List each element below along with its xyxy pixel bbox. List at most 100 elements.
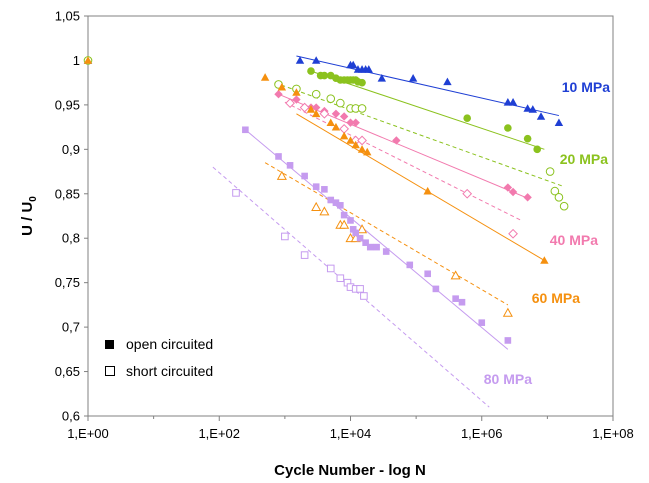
data-point-diamond [339, 112, 349, 121]
data-point-triangle [319, 206, 330, 216]
data-point-diamond [299, 102, 310, 113]
data-point-square [347, 217, 354, 224]
data-point-square [478, 319, 486, 326]
data-point-triangle [536, 112, 546, 120]
data-point-diamond [508, 187, 518, 197]
y-tick-label: 1,05 [55, 9, 80, 24]
data-point-circle [523, 134, 532, 143]
series-label: 10 MPa [562, 79, 610, 95]
legend-label-short-circuited: short circuited [126, 363, 213, 379]
data-point-square [349, 226, 357, 233]
data-point-square [332, 199, 340, 206]
data-point-square [356, 234, 364, 242]
data-point-triangle [357, 224, 368, 234]
x-tick-label: 1,E+06 [461, 426, 503, 441]
data-point-triangle [292, 88, 301, 96]
data-point-triangle [295, 56, 305, 64]
data-point-square [356, 285, 364, 293]
plot-area-border [87, 15, 614, 417]
data-point-square [352, 229, 359, 237]
x-tick-label: 1,E+02 [198, 426, 240, 441]
data-point-triangle [346, 136, 355, 144]
data-point-circle [504, 124, 512, 132]
x-tick-label: 1,E+08 [592, 426, 634, 441]
legend-marker-short-circuited [105, 366, 115, 376]
data-point-triangle [326, 118, 335, 127]
data-point-triangle [523, 104, 532, 112]
data-point-square [432, 285, 440, 293]
data-point-triangle [364, 65, 373, 73]
data-point-circle [307, 67, 315, 75]
data-point-circle [311, 89, 321, 99]
series-label: 40 MPa [550, 232, 598, 248]
data-point-circle [554, 193, 564, 202]
data-point-diamond [331, 109, 341, 118]
legend-label-open-circuited: open circuited [126, 336, 213, 352]
data-point-square [360, 292, 368, 300]
y-tick-label: 0,75 [55, 275, 80, 290]
y-tick-label: 0,65 [55, 364, 80, 379]
data-point-circle [550, 186, 560, 196]
y-tick-label: 0,95 [55, 97, 80, 112]
data-point-triangle [306, 105, 316, 113]
data-point-triangle [450, 270, 461, 280]
data-point-diamond [392, 136, 401, 145]
x-tick-label: 1,E+04 [330, 426, 372, 441]
data-point-triangle [528, 105, 538, 113]
data-point-triangle [502, 307, 513, 317]
data-point-diamond [292, 95, 301, 104]
data-point-triangle [339, 219, 350, 229]
data-point-square [373, 243, 380, 251]
data-points [83, 56, 569, 344]
data-point-circle [559, 201, 569, 211]
data-point-diamond [274, 90, 283, 99]
data-point-diamond [508, 228, 518, 239]
data-point-square [504, 337, 512, 344]
x-axis-title: Cycle Number - log N [274, 462, 426, 479]
data-point-square [452, 295, 459, 302]
y-axis-title-subscript: 0 [28, 196, 39, 202]
data-point-square [281, 232, 289, 241]
data-point-square [286, 162, 294, 169]
data-point-square [337, 202, 344, 209]
data-point-triangle [540, 256, 549, 264]
data-point-circle [533, 145, 542, 154]
data-point-triangle [311, 56, 321, 64]
data-point-diamond [523, 193, 532, 202]
data-point-square [321, 186, 328, 193]
data-point-triangle [554, 118, 564, 127]
data-point-triangle [377, 74, 387, 82]
data-point-triangle [277, 82, 287, 91]
trendline-solid [278, 93, 528, 199]
data-point-triangle [331, 122, 341, 131]
y-tick-label: 0,8 [62, 231, 80, 246]
y-axis: 0,6 0,65 0,7 0,75 0,8 0,85 0,9 0,95 1 1,05 [55, 9, 88, 424]
data-point-square [301, 172, 308, 180]
data-point-circle [357, 104, 367, 113]
data-point-square [232, 189, 240, 197]
data-point-square [340, 211, 348, 219]
data-point-circle [326, 94, 336, 103]
trendline-solid [296, 55, 560, 117]
data-point-triangle [83, 56, 93, 64]
data-point-square [406, 261, 414, 269]
data-point-triangle [357, 145, 367, 153]
data-point-triangle [351, 140, 360, 149]
y-tick-label: 0,7 [62, 320, 80, 335]
data-point-square [300, 251, 309, 259]
data-point-triangle [276, 170, 287, 180]
data-point-square [366, 243, 374, 251]
data-point-triangle [311, 201, 322, 211]
y-axis-title-main: U / U [19, 202, 36, 236]
data-point-square [312, 183, 320, 190]
data-point-square [362, 239, 369, 246]
data-point-square [242, 126, 249, 134]
trendline-solid [296, 113, 545, 261]
data-point-square [327, 196, 335, 204]
data-point-circle [336, 98, 345, 108]
series-label: 80 MPa [484, 371, 532, 387]
y-tick-label: 0,6 [62, 409, 80, 424]
data-point-circle [358, 78, 366, 87]
data-point-square [458, 298, 466, 306]
